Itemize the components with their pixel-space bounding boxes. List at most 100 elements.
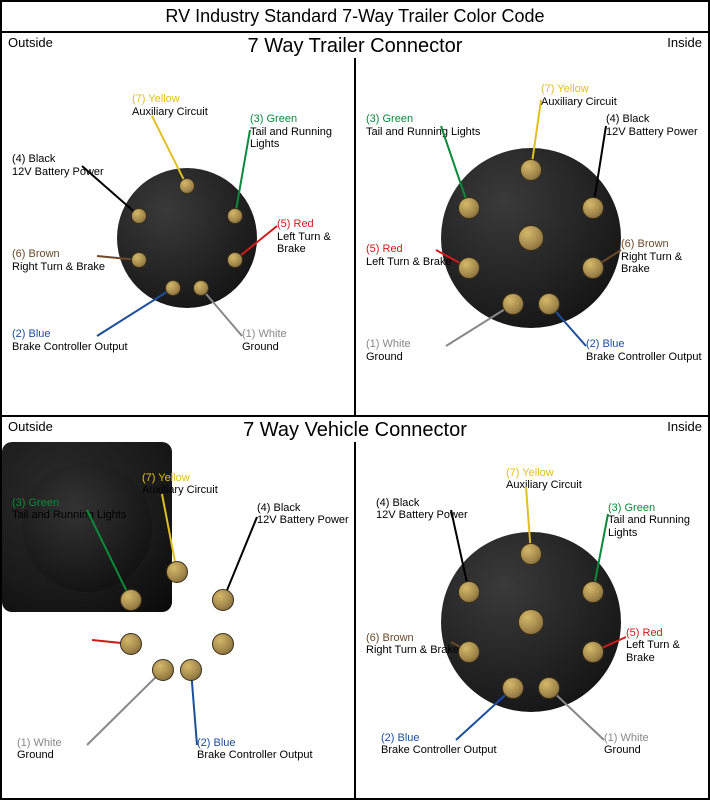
label-name: (2) Blue [586, 338, 702, 351]
label-desc: Left Turn & Brake [366, 256, 452, 268]
label-name: (4) Black [257, 502, 349, 515]
label-desc: Ground [604, 744, 641, 756]
label-name: (6) Brown [621, 238, 708, 251]
label-name: (7) Yellow [132, 93, 208, 106]
label-desc: Brake Controller Output [12, 341, 128, 353]
label-desc: 12V Battery Power [606, 126, 698, 138]
pin-p3 [458, 197, 480, 219]
pin-p5 [458, 257, 480, 279]
outside-label: Outside [4, 33, 57, 52]
pin-p5 [582, 641, 604, 663]
vehicle-panels: (7) YellowAuxiliary Circuit(4) Black12V … [2, 442, 708, 799]
label-desc: Left Turn & Brake [626, 639, 680, 664]
label-p4: (4) Black12V Battery Power [12, 153, 104, 178]
pin-p3 [582, 581, 604, 603]
label-desc: 12V Battery Power [257, 514, 349, 526]
label-name: (5) Red [366, 243, 452, 256]
label-desc: Auxiliary Circuit [142, 484, 218, 496]
pin-p7 [179, 178, 195, 194]
label-desc: Left Turn & Brake [37, 644, 123, 656]
pin-p6 [212, 633, 234, 655]
pin-p3 [120, 589, 142, 611]
label-desc: Right Turn & Brake [230, 644, 323, 656]
label-p3: (3) GreenTail and Running Lights [12, 497, 126, 522]
label-name: (6) Brown [230, 632, 323, 645]
label-desc: Ground [366, 351, 403, 363]
label-p7: (7) YellowAuxiliary Circuit [541, 83, 617, 108]
pin-p7 [520, 159, 542, 181]
label-p6: (6) BrownRight Turn & Brake [621, 238, 708, 276]
label-p4: (4) Black12V Battery Power [257, 502, 349, 527]
pin-p1 [502, 293, 524, 315]
label-desc: 12V Battery Power [376, 509, 468, 521]
label-p6: (6) BrownRight Turn & Brake [230, 632, 323, 657]
label-desc: Brake Controller Output [586, 351, 702, 363]
outside-label-2: Outside [4, 417, 57, 436]
label-desc: Tail and Running Lights [608, 514, 690, 539]
label-name: (3) Green [366, 113, 480, 126]
diagram-frame: RV Industry Standard 7-Way Trailer Color… [0, 0, 710, 800]
trailer-section: Outside Inside 7 Way Trailer Connector (… [2, 33, 708, 417]
pin-p2 [502, 677, 524, 699]
label-name: (2) Blue [197, 737, 313, 750]
label-desc: Right Turn & Brake [621, 251, 682, 276]
label-p2: (2) BlueBrake Controller Output [381, 732, 497, 757]
label-desc: Auxiliary Circuit [132, 106, 208, 118]
pin-p1 [152, 659, 174, 681]
label-desc: Ground [242, 341, 279, 353]
label-p3: (3) GreenTail and Running Lights [608, 502, 708, 540]
label-name: (7) Yellow [142, 472, 218, 485]
trailer-inside-panel: (7) YellowAuxiliary Circuit (4) Black12V … [356, 58, 708, 415]
label-name: (1) White [604, 732, 649, 745]
pin-p1 [193, 280, 209, 296]
label-name: (6) Brown [12, 248, 105, 261]
label-p6: (6) BrownRight Turn & Brake [366, 632, 459, 657]
label-name: (3) Green [608, 502, 708, 515]
label-name: (2) Blue [12, 328, 128, 341]
trailer-outside-panel: (7) YellowAuxiliary Circuit (3) GreenTail… [2, 58, 356, 415]
trailer-title: 7 Way Trailer Connector [2, 33, 708, 58]
pin-p6 [582, 257, 604, 279]
vehicle-title: 7 Way Vehicle Connector [2, 417, 708, 442]
label-p3: (3) GreenTail and Running Lights [366, 113, 480, 138]
label-name: (7) Yellow [541, 83, 617, 96]
label-p5: (5) RedLeft Turn & Brake [37, 632, 123, 657]
label-name: (3) Green [12, 497, 126, 510]
label-name: (1) White [366, 338, 411, 351]
vehicle-inside-panel: (7) YellowAuxiliary Circuit (3) GreenTail… [356, 442, 708, 799]
label-p1: (1) WhiteGround [604, 732, 649, 757]
label-desc: Right Turn & Brake [12, 261, 105, 273]
pin-p6 [131, 252, 147, 268]
main-title: RV Industry Standard 7-Way Trailer Color… [2, 2, 708, 33]
label-p3: (3) GreenTail and Running Lights [250, 113, 354, 151]
label-p5: (5) RedLeft Turn & Brake [626, 627, 708, 665]
label-name: (4) Black [606, 113, 698, 126]
pin-p3 [227, 208, 243, 224]
label-p7: (7) YellowAuxiliary Circuit [506, 467, 582, 492]
pin-p2 [165, 280, 181, 296]
label-p4: (4) Black12V Battery Power [376, 497, 468, 522]
label-name: (5) Red [37, 632, 123, 645]
label-desc: Tail and Running Lights [250, 126, 332, 151]
label-name: (4) Black [12, 153, 104, 166]
inside-label-2: Inside [663, 417, 706, 436]
label-p7: (7) YellowAuxiliary Circuit [142, 472, 218, 497]
vehicle-section: Outside Inside 7 Way Vehicle Connector (… [2, 417, 708, 799]
label-p1: (1) WhiteGround [17, 737, 62, 762]
pin-p2 [180, 659, 202, 681]
label-name: (2) Blue [381, 732, 497, 745]
label-name: (1) White [17, 737, 62, 750]
label-desc: Auxiliary Circuit [506, 479, 582, 491]
pin-p7 [520, 543, 542, 565]
pin-p1 [538, 677, 560, 699]
label-name: (3) Green [250, 113, 354, 126]
trailer-panels: (7) YellowAuxiliary Circuit(3) GreenTail… [2, 58, 708, 415]
label-desc: Right Turn & Brake [366, 644, 459, 656]
label-name: (7) Yellow [506, 467, 582, 480]
pin-p7 [166, 561, 188, 583]
label-p2: (2) BlueBrake Controller Output [12, 328, 128, 353]
inside-label: Inside [663, 33, 706, 52]
pin-p5 [120, 633, 142, 655]
label-p1: (1) WhiteGround [242, 328, 287, 353]
label-desc: Tail and Running Lights [366, 126, 480, 138]
